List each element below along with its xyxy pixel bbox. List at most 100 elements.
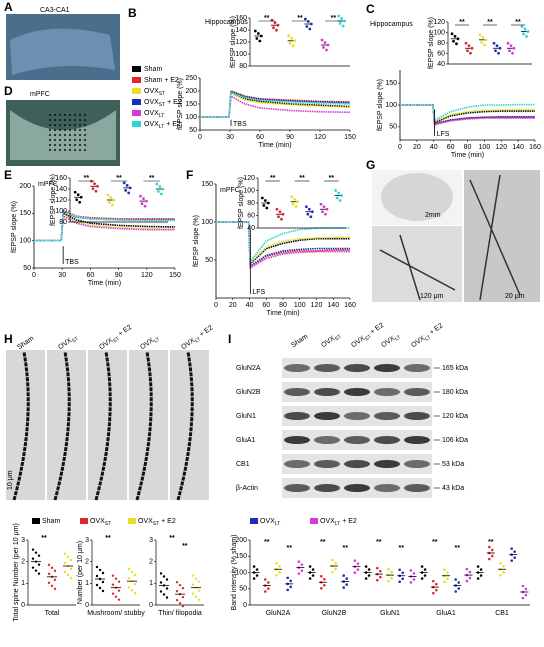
- inset-group: [155, 182, 165, 196]
- electrode: [84, 134, 86, 136]
- band-dot: [432, 579, 435, 583]
- inset-dot: [288, 41, 292, 45]
- band-dot: [409, 569, 413, 572]
- legend-entry: Sham + E2: [144, 77, 179, 84]
- band-dot: [311, 568, 315, 571]
- legend-entry: OVXLT + E2: [144, 121, 181, 130]
- electrode: [54, 149, 56, 151]
- y-axis-label: fEPSP slope (%): [193, 215, 200, 267]
- band-dot: [334, 561, 337, 565]
- slice-tissue: [10, 28, 115, 76]
- panel-title: Hippocampus: [370, 21, 413, 28]
- band-dot: [300, 563, 304, 566]
- spine-dot: [63, 552, 67, 556]
- y-tick-label: 3: [149, 537, 153, 544]
- inset-dot: [145, 199, 148, 203]
- spine-dot: [101, 571, 105, 575]
- inset-group: [492, 41, 502, 55]
- spine-dot: [69, 558, 73, 562]
- panel-label: C: [366, 2, 375, 16]
- band-dot: [502, 564, 505, 568]
- inset-dot: [467, 44, 471, 48]
- spine-dot: [50, 584, 54, 588]
- blot-band: [374, 484, 400, 492]
- inset-dot: [309, 215, 313, 219]
- sig-star: **: [454, 545, 460, 552]
- electrode: [59, 134, 61, 136]
- band-dot: [308, 577, 312, 580]
- column-header: OVXLT: [380, 332, 402, 351]
- sig-star: **: [116, 175, 122, 182]
- label-sub: LT: [335, 521, 340, 527]
- spine-dot: [181, 586, 185, 590]
- inset-dot: [498, 46, 502, 50]
- band-dot: [323, 583, 326, 587]
- spine-dot: [47, 572, 51, 576]
- y-tick-label: 3: [21, 537, 25, 544]
- sig-star: **: [488, 539, 494, 546]
- spine-dot: [69, 576, 73, 580]
- electrode: [69, 114, 71, 116]
- blot-band: [314, 484, 340, 492]
- x-tick-label: 60: [87, 272, 95, 279]
- inset-dot: [307, 207, 311, 211]
- trace: [216, 221, 350, 270]
- spine-dot: [47, 563, 51, 567]
- inset-dot: [453, 34, 457, 38]
- spine-dot: [133, 573, 137, 577]
- x-tick-label: 30: [58, 272, 66, 279]
- spine-dot: [34, 569, 38, 572]
- y-tick-label: 0: [85, 602, 89, 609]
- stim-label: TBS: [233, 121, 247, 128]
- band-group: [408, 569, 417, 584]
- band-dot: [412, 572, 416, 575]
- label-name: Sham + E2: [144, 77, 179, 84]
- blot-band: [344, 388, 370, 396]
- legend-entry: OVXLT: [144, 110, 164, 119]
- y-tick-label: 150: [235, 553, 247, 560]
- sig-star: **: [487, 19, 493, 26]
- legend-swatch: [250, 518, 258, 524]
- category-label: GluA1: [436, 610, 456, 617]
- inset-y-tick-label: 80: [239, 63, 247, 70]
- inset-group: [73, 190, 83, 204]
- sig-star: **: [331, 15, 337, 22]
- band-dot: [412, 578, 416, 581]
- label-name: OVX: [144, 99, 159, 106]
- blot-band: [404, 412, 430, 420]
- row-label: GluN2A: [236, 365, 261, 372]
- legend-swatch: [128, 518, 136, 524]
- trace: [200, 91, 351, 118]
- inset-group: [90, 179, 99, 193]
- dendrite: [53, 351, 71, 501]
- label-name: OVX: [320, 518, 335, 525]
- inset-dot: [280, 217, 283, 221]
- spine-dot: [162, 575, 166, 578]
- spine-group: [191, 574, 201, 601]
- band-dot: [401, 571, 405, 575]
- band-dot: [446, 571, 449, 575]
- label-name: OVX: [138, 518, 153, 525]
- legend-swatch: [32, 518, 40, 524]
- y-tick-label: 200: [19, 183, 31, 190]
- electrode: [84, 119, 86, 121]
- inset-dot: [483, 43, 486, 47]
- y-tick-label: 0: [21, 602, 25, 609]
- label-suffix: + E2: [340, 518, 357, 525]
- electrode: [49, 119, 51, 121]
- spine-image: [47, 350, 86, 500]
- inset-y-label: fEPSP slope (%): [50, 174, 57, 226]
- inset-y-tick-label: 140: [235, 27, 247, 34]
- band-dot: [264, 578, 267, 581]
- panel-label: B: [128, 6, 137, 20]
- y-tick-label: 50: [389, 124, 397, 131]
- inset-dot: [511, 51, 514, 55]
- y-tick-label: 150: [201, 181, 213, 188]
- inset-dot: [309, 22, 313, 26]
- x-tick-label: 40: [246, 302, 254, 309]
- inset-group: [334, 189, 344, 202]
- band-group: [341, 574, 350, 589]
- panel-label: D: [4, 84, 13, 98]
- spine-dot: [178, 583, 182, 587]
- band-dot: [502, 570, 505, 574]
